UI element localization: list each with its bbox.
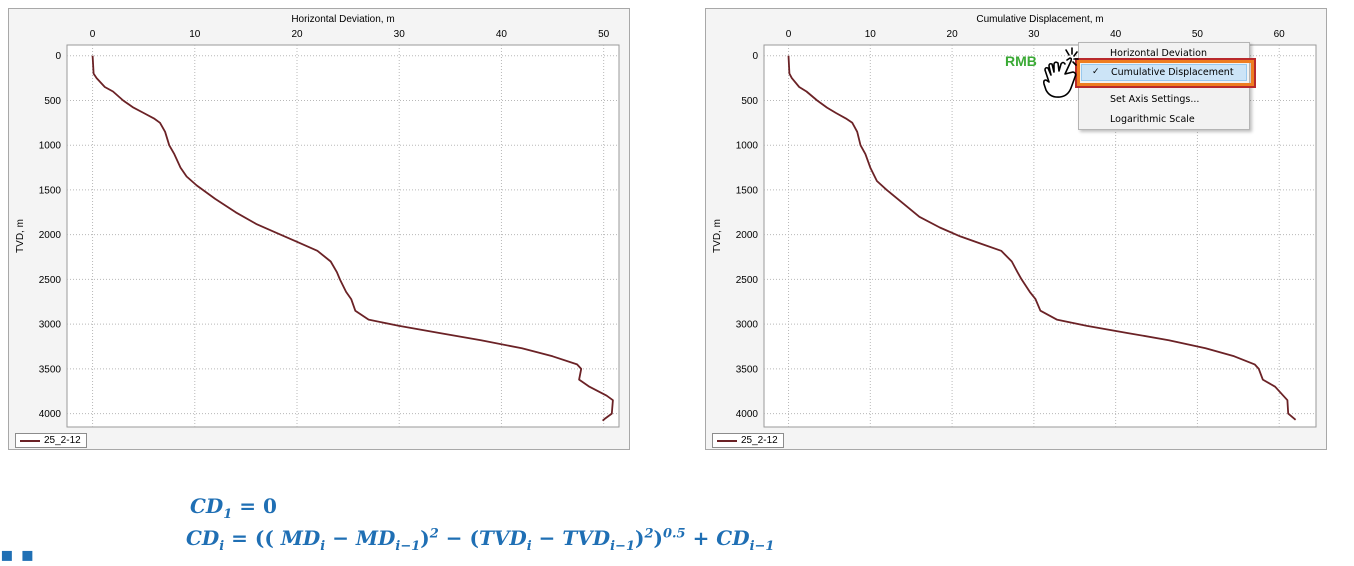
formula-operator: ) [635,526,645,550]
y-tick-label: 2500 [39,275,62,286]
formula-subscript: i−1 [395,539,421,554]
x-tick-label: 50 [598,29,610,40]
menu-item-cumulative-displacement[interactable]: ✓ Cumulative Displacement [1081,64,1247,81]
highlight-box [1075,58,1256,88]
y-tick-label: 4000 [39,409,62,420]
chart-title: Cumulative Displacement, m [976,14,1103,25]
rmb-label: RMB [1005,53,1037,69]
y-axis-label: TVD, m [15,219,26,253]
formula-operator: ) [420,526,430,550]
formula-subscript: i−1 [610,539,635,554]
y-tick-label: 4000 [736,409,759,420]
legend-label: 25_2-12 [44,435,81,446]
menu-separator [1105,86,1245,87]
formula-exponent: 0.5 [662,526,686,542]
x-tick-label: 50 [1192,29,1204,40]
y-tick-label: 3000 [39,320,62,331]
menu-item-label: Cumulative Displacement [1111,67,1234,78]
formula-subscript: i [219,539,225,554]
y-axis-label: TVD, m [712,219,723,253]
y-tick-label: 1500 [736,185,759,196]
menu-item-horizontal-deviation[interactable]: Horizontal Deviation [1081,45,1247,62]
x-tick-label: 10 [865,29,877,40]
formula-line-1: CD1 = 0 [190,494,277,522]
formula-operator: + [685,526,717,550]
chart-title: Horizontal Deviation, m [291,14,394,25]
formula-operator: − ( [438,526,479,550]
menu-item-label: Logarithmic Scale [1110,114,1195,125]
y-tick-label: 3500 [39,364,62,375]
formula-operator: = (( [224,526,274,550]
formula-var: MD [355,526,396,550]
formula-exponent: 2 [644,526,654,542]
x-tick-label: 0 [90,29,96,40]
formula-var: TVD [478,526,527,550]
x-tick-label: 60 [1274,29,1286,40]
x-tick-label: 30 [1028,29,1040,40]
formula-subscript: 1 [223,507,233,522]
horizontal-deviation-chart[interactable]: Horizontal Deviation, m0 10 20 30 40 50050010… [9,9,631,451]
formula-var: CD [716,526,750,550]
x-tick-label: 20 [947,29,959,40]
formula-var: MD [273,526,321,550]
cropped-text-fragment: ▪ ▪ [0,542,35,566]
menu-item-label: Horizontal Deviation [1110,48,1207,59]
checkmark-icon: ✓ [1092,67,1100,77]
x-tick-label: 10 [189,29,201,40]
formula-subscript: i [526,539,532,554]
hand-pointer-icon [1042,47,1079,98]
y-tick-label: 0 [55,51,61,62]
y-tick-label: 2000 [736,230,759,241]
x-tick-label: 40 [496,29,508,40]
legend-line-swatch [717,439,737,442]
menu-item-label: Set Axis Settings... [1110,94,1200,105]
y-tick-label: 2500 [736,275,759,286]
y-tick-label: 1500 [39,185,62,196]
plot-area [66,44,620,428]
formula-var: CD [186,526,220,550]
y-tick-label: 3000 [736,320,759,331]
y-tick-label: 2000 [39,230,62,241]
formula-operator: − [325,526,356,550]
x-tick-label: 0 [786,29,792,40]
formula-operator: − [531,526,563,550]
y-tick-label: 500 [741,96,758,107]
x-tick-label: 40 [1110,29,1122,40]
formula-var: TVD [562,526,611,550]
x-tick-label: 20 [291,29,303,40]
legend-line-swatch [20,439,40,442]
y-tick-label: 3500 [736,364,759,375]
y-tick-label: 1000 [736,141,759,152]
legend-label: 25_2-12 [741,435,778,446]
chart-legend: 25_2-12 [712,433,784,448]
series-line-25_2-12 [91,55,614,422]
y-tick-label: 0 [752,51,758,62]
formula-operator: ) [653,526,663,550]
y-tick-label: 1000 [39,141,62,152]
chart-panel-horizontal-deviation[interactable]: Horizontal Deviation, m 0 10 20 30 40 50 0 500 10… [8,8,630,450]
formula-var: CD [190,494,224,518]
y-tick-label: 500 [44,96,61,107]
menu-item-logarithmic-scale[interactable]: Logarithmic Scale [1081,111,1247,128]
x-tick-label: 30 [394,29,406,40]
menu-item-set-axis-settings[interactable]: Set Axis Settings... [1081,91,1247,108]
formula-subscript: i−1 [749,539,775,554]
context-menu[interactable]: Horizontal Deviation ✓ Cumulative Displa… [1078,42,1250,130]
series-line-25_2-12 [787,55,1297,421]
formula-rhs: = 0 [239,494,277,518]
formula-exponent: 2 [429,526,439,542]
chart-legend: 25_2-12 [15,433,87,448]
formula-subscript: i [320,539,326,554]
formula-line-2: CDi = (( MDi − MDi−1)2 − (TVDi − TVDi−1)… [186,526,774,554]
